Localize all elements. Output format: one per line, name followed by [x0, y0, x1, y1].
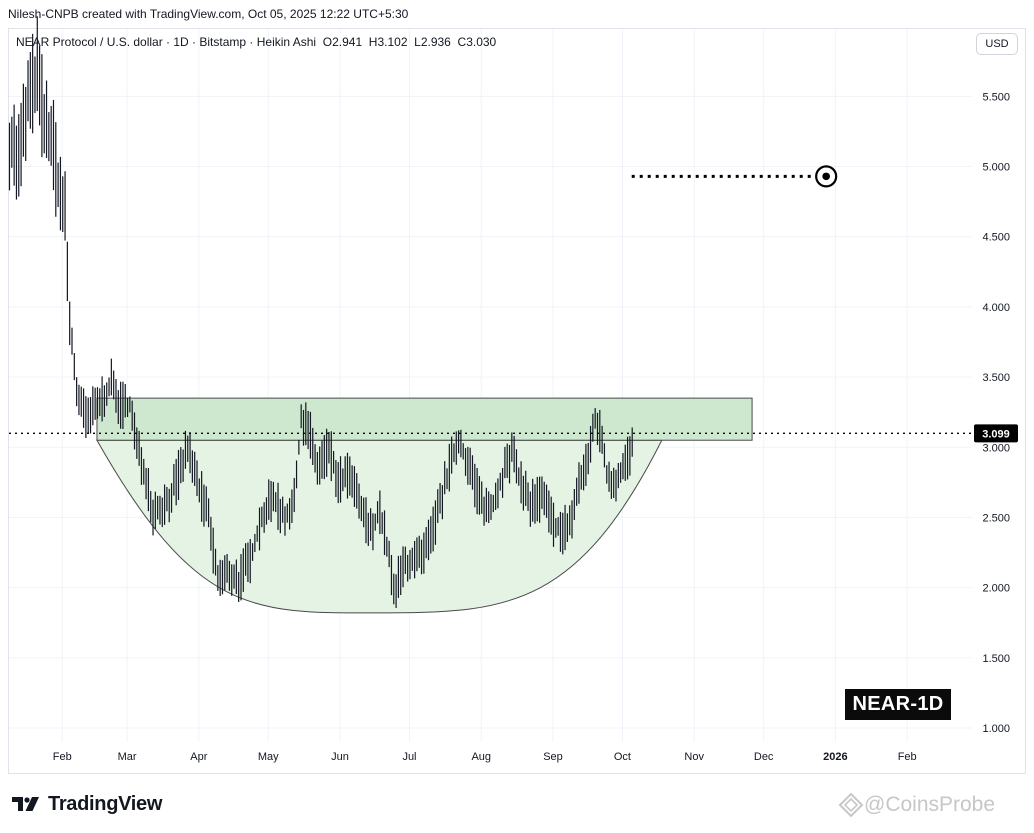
x-tick-label: Jul — [402, 751, 416, 763]
currency-button[interactable]: USD — [976, 33, 1018, 55]
x-tick-label: Apr — [190, 751, 207, 763]
y-tick-label: 4.500 — [982, 232, 1010, 244]
x-tick-label: Feb — [898, 751, 917, 763]
x-tick-label: Nov — [684, 751, 704, 763]
tradingview-logo-text: TradingView — [48, 792, 163, 815]
y-tick-label: 4.000 — [982, 302, 1010, 314]
x-tick-label: May — [258, 751, 279, 763]
y-tick-label: 5.500 — [982, 91, 1010, 103]
x-tick-label: Jun — [331, 751, 349, 763]
y-tick-label: 3.000 — [982, 442, 1010, 454]
target-dot — [822, 172, 830, 181]
x-tick-label: Aug — [471, 751, 491, 763]
y-tick-label: 3.500 — [982, 372, 1010, 384]
x-tick-label: Mar — [118, 751, 137, 763]
y-tick-label: 1.000 — [982, 723, 1010, 735]
x-tick-label: Oct — [614, 751, 631, 763]
current-price-label: 3.099 — [982, 428, 1010, 440]
y-tick-label: 2.500 — [982, 512, 1010, 524]
grid-lines — [9, 29, 972, 742]
x-tick-label: Dec — [754, 751, 774, 763]
y-tick-label: 2.000 — [982, 583, 1010, 595]
x-tick-label: Feb — [53, 751, 72, 763]
y-tick-label: 5.000 — [982, 162, 1010, 174]
symbol-legend: NEAR Protocol / U.S. dollar · 1D · Bitst… — [16, 35, 497, 49]
symbol-badge: NEAR-1D — [845, 689, 951, 720]
price-bars — [8, 16, 633, 608]
y-tick-label: 1.500 — [982, 653, 1010, 665]
coinsprobe-watermark: @CoinsProbe — [838, 792, 995, 818]
chart-frame — [8, 28, 1026, 774]
current-price-tag — [974, 424, 1018, 443]
watermark-diamond-icon — [838, 792, 864, 818]
x-tick-label: Sep — [543, 751, 563, 763]
chart-creator-caption: Nilesh-CNPB created with TradingView.com… — [8, 7, 409, 21]
x-tick-label: 2026 — [823, 751, 847, 763]
watermark-text: @CoinsProbe — [864, 793, 996, 816]
tradingview-logo-icon — [12, 797, 39, 811]
tradingview-logo[interactable]: TradingView — [12, 791, 162, 817]
